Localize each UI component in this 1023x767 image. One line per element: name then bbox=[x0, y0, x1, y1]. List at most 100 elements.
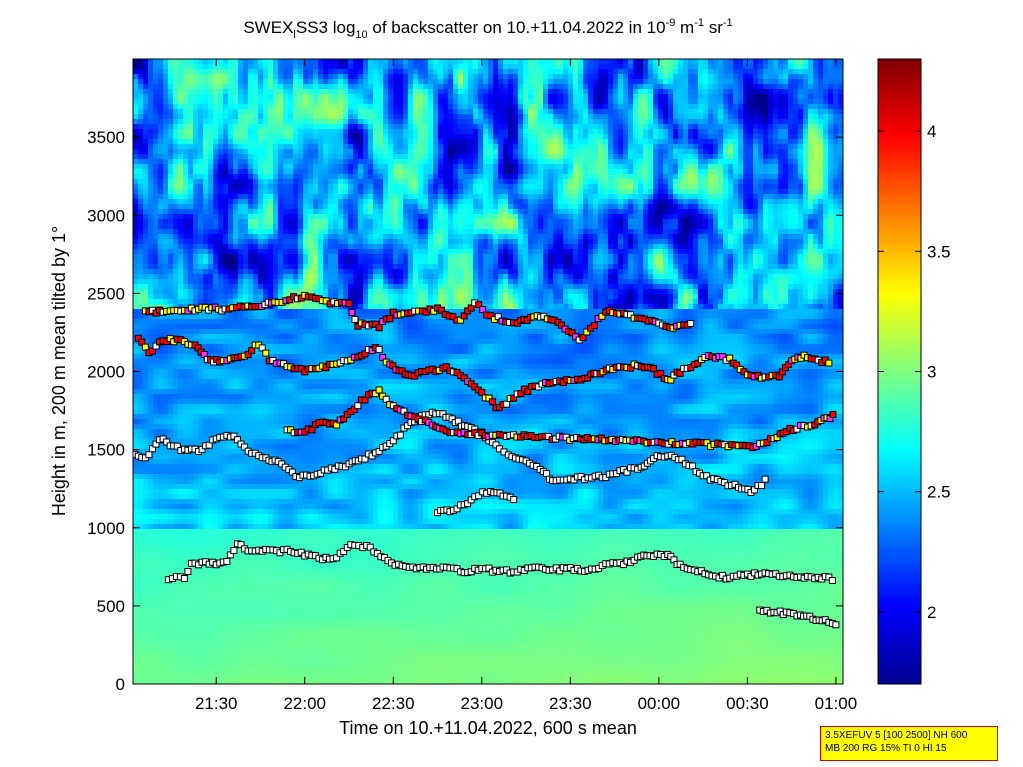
heatmap-cell bbox=[433, 224, 439, 230]
heatmap-cell bbox=[378, 74, 384, 80]
heatmap-cell bbox=[438, 69, 444, 75]
heatmap-cell bbox=[508, 139, 514, 145]
heatmap-cell bbox=[463, 154, 469, 160]
heatmap-cell bbox=[808, 64, 814, 70]
heatmap-cell bbox=[653, 209, 659, 215]
heatmap-cell bbox=[648, 84, 654, 90]
heatmap-cell bbox=[218, 79, 224, 85]
heatmap-cell bbox=[408, 189, 414, 195]
heatmap-cell bbox=[673, 114, 679, 120]
heatmap-cell bbox=[778, 74, 784, 80]
heatmap-cell bbox=[163, 184, 169, 190]
heatmap-cell bbox=[223, 129, 229, 135]
heatmap-cell bbox=[533, 164, 539, 170]
heatmap-cell bbox=[368, 74, 374, 80]
heatmap-cell bbox=[483, 129, 489, 135]
heatmap-cell bbox=[798, 164, 804, 170]
heatmap-cell bbox=[553, 99, 559, 105]
heatmap-cell bbox=[593, 189, 599, 195]
heatmap-cell bbox=[168, 114, 174, 120]
heatmap-cell bbox=[398, 219, 404, 225]
heatmap-cell bbox=[803, 224, 809, 230]
heatmap-cell bbox=[333, 189, 339, 195]
heatmap-cell bbox=[778, 174, 784, 180]
heatmap-cell bbox=[808, 69, 814, 75]
heatmap-cell bbox=[238, 229, 244, 235]
heatmap-cell bbox=[783, 84, 789, 90]
heatmap-cell bbox=[608, 199, 614, 205]
heatmap-cell bbox=[613, 114, 619, 120]
heatmap-cell bbox=[348, 139, 354, 145]
heatmap-cell bbox=[583, 204, 589, 210]
heatmap-cell bbox=[408, 129, 414, 135]
heatmap-cell bbox=[363, 104, 369, 110]
heatmap-cell bbox=[328, 229, 334, 235]
heatmap-cell bbox=[668, 134, 674, 140]
heatmap-cell bbox=[833, 149, 839, 155]
heatmap-cell bbox=[838, 94, 843, 100]
heatmap-cell bbox=[803, 174, 809, 180]
heatmap-cell bbox=[813, 124, 819, 130]
heatmap-cell bbox=[133, 169, 139, 175]
heatmap-cell bbox=[353, 139, 359, 145]
heatmap-cell bbox=[248, 74, 254, 80]
heatmap-cell bbox=[413, 219, 419, 225]
heatmap-cell bbox=[343, 79, 349, 85]
heatmap-cell bbox=[168, 209, 174, 215]
heatmap-cell bbox=[418, 219, 424, 225]
heatmap-cell bbox=[438, 169, 444, 175]
heatmap-cell bbox=[408, 219, 414, 225]
heatmap-cell bbox=[533, 74, 539, 80]
heatmap-cell bbox=[638, 139, 644, 145]
heatmap-cell bbox=[513, 84, 519, 90]
heatmap-cell bbox=[458, 74, 464, 80]
heatmap-cell bbox=[598, 84, 604, 90]
heatmap-cell bbox=[238, 169, 244, 175]
heatmap-cell bbox=[613, 179, 619, 185]
heatmap-cell bbox=[178, 174, 184, 180]
heatmap-cell bbox=[703, 204, 709, 210]
heatmap-cell bbox=[508, 114, 514, 120]
heatmap-cell bbox=[223, 189, 229, 195]
heatmap-cell bbox=[638, 169, 644, 175]
heatmap-cell bbox=[288, 74, 294, 80]
heatmap-cell bbox=[383, 144, 389, 150]
heatmap-cell bbox=[703, 74, 709, 80]
heatmap-cell bbox=[708, 229, 714, 235]
heatmap-cell bbox=[468, 209, 474, 215]
heatmap-cell bbox=[368, 59, 374, 65]
heatmap-cell bbox=[363, 124, 369, 130]
heatmap-cell bbox=[678, 94, 684, 100]
heatmap-cell bbox=[668, 204, 674, 210]
heatmap-cell bbox=[333, 139, 339, 145]
heatmap-cell bbox=[208, 209, 214, 215]
heatmap-cell bbox=[243, 189, 249, 195]
heatmap-cell bbox=[138, 89, 144, 95]
heatmap-cell bbox=[658, 174, 664, 180]
heatmap-cell bbox=[318, 124, 324, 130]
heatmap-cell bbox=[323, 129, 329, 135]
heatmap-cell bbox=[653, 129, 659, 135]
heatmap-cell bbox=[348, 184, 354, 190]
heatmap-cell bbox=[413, 84, 419, 90]
heatmap-cell bbox=[473, 134, 479, 140]
heatmap-cell bbox=[578, 229, 584, 235]
heatmap-cell bbox=[643, 179, 649, 185]
heatmap-cell bbox=[443, 164, 449, 170]
heatmap-cell bbox=[538, 219, 544, 225]
heatmap-cell bbox=[523, 94, 529, 100]
heatmap-cell bbox=[358, 179, 364, 185]
heatmap-cell bbox=[353, 229, 359, 235]
heatmap-cell bbox=[693, 194, 699, 200]
heatmap-cell bbox=[293, 169, 299, 175]
heatmap-cell bbox=[813, 194, 819, 200]
heatmap-cell bbox=[578, 134, 584, 140]
heatmap-cell bbox=[683, 179, 689, 185]
heatmap-cell bbox=[273, 109, 279, 115]
heatmap-cell bbox=[563, 229, 569, 235]
heatmap-cell bbox=[493, 134, 499, 140]
heatmap-cell bbox=[583, 194, 589, 200]
heatmap-cell bbox=[443, 159, 449, 165]
heatmap-cell bbox=[428, 164, 434, 170]
heatmap-cell bbox=[398, 214, 404, 220]
